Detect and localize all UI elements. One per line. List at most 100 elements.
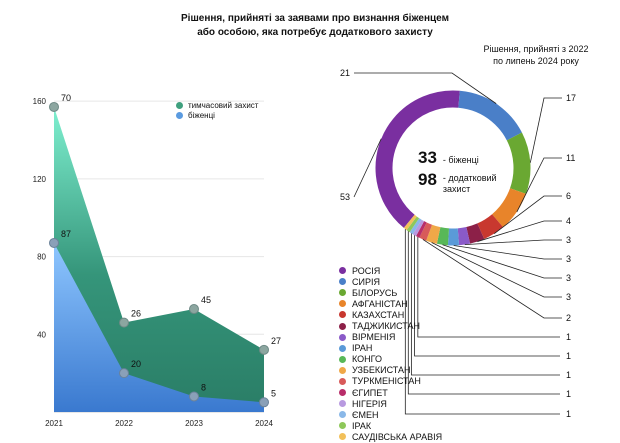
legend-label: біженці bbox=[188, 110, 215, 120]
series-area-refugees bbox=[54, 242, 264, 412]
data-label: 17 bbox=[566, 93, 576, 103]
leader-line bbox=[453, 245, 562, 260]
leader-line bbox=[414, 235, 560, 357]
pie-legend-item: ТУРКМЕНІСТАН bbox=[339, 376, 442, 387]
pie-legend-label: АФГАНІСТАН bbox=[352, 298, 408, 309]
pie-legend-label: РОСІЯ bbox=[352, 265, 381, 276]
legend-marker-icon bbox=[176, 101, 183, 109]
point-temporary bbox=[49, 101, 59, 112]
data-label: 1 bbox=[566, 370, 571, 380]
pie-legend-item: БІЛОРУСЬ bbox=[339, 287, 442, 298]
data-label-temporary: 45 bbox=[201, 295, 211, 305]
legend-marker-icon bbox=[339, 389, 346, 397]
point-refugees bbox=[259, 397, 269, 408]
leader-line bbox=[353, 138, 382, 198]
pie-legend-label: ЄМЕН bbox=[352, 409, 379, 420]
leader-line bbox=[410, 233, 560, 376]
pie-legend-label: САУДІВСЬКА АРАВІЯ bbox=[352, 431, 443, 442]
center-refugees: 33 - біженці bbox=[418, 148, 479, 168]
legend-marker-icon bbox=[339, 267, 346, 275]
donut-slice bbox=[375, 90, 531, 246]
point-temporary bbox=[259, 344, 269, 355]
legend-marker-icon bbox=[339, 433, 346, 441]
legend-marker-icon bbox=[339, 289, 346, 297]
pie-legend-label: СИРІЯ bbox=[352, 276, 380, 287]
data-label: 1 bbox=[566, 409, 571, 419]
pie-legend-label: БІЛОРУСЬ bbox=[352, 287, 398, 298]
legend-marker-icon bbox=[339, 411, 346, 419]
pie-legend-item: РОСІЯ bbox=[339, 265, 442, 276]
y-tick-label: 160 bbox=[33, 97, 47, 106]
leader-line bbox=[442, 244, 562, 279]
data-label-temporary: 27 bbox=[271, 336, 281, 346]
data-label: 21 bbox=[340, 68, 350, 78]
x-tick-label: 2021 bbox=[45, 419, 63, 428]
data-label: 3 bbox=[566, 273, 571, 283]
pie-legend-label: ТАДЖИКИСТАН bbox=[352, 321, 420, 332]
leader-line bbox=[477, 220, 562, 242]
data-label: 11 bbox=[566, 153, 575, 163]
legend-marker-icon bbox=[339, 311, 346, 319]
pie-legend-item: АФГАНІСТАН bbox=[339, 298, 442, 309]
x-tick-label: 2024 bbox=[255, 419, 273, 428]
data-label: 3 bbox=[566, 235, 571, 245]
pie-legend-item: ЄМЕН bbox=[339, 409, 442, 420]
legend-label: тимчасовий захист bbox=[188, 100, 259, 110]
pie-legend-item: КАЗАХСТАН bbox=[339, 309, 442, 320]
legend-marker-icon bbox=[339, 377, 346, 385]
point-refugees bbox=[119, 368, 129, 379]
legend-marker-icon bbox=[339, 400, 346, 408]
data-label: 1 bbox=[566, 332, 571, 342]
pie-legend-item: ТАДЖИКИСТАН bbox=[339, 320, 442, 331]
center-additional: 98 - додатковий захист bbox=[418, 170, 497, 195]
data-label-refugees: 5 bbox=[271, 388, 276, 398]
chart-title: Рішення, прийняті за заявами про визнанн… bbox=[150, 12, 480, 40]
pie-legend-label: ВІРМЕНІЯ bbox=[352, 332, 396, 343]
leader-line bbox=[407, 231, 560, 395]
donut-subtitle-line-2: по липень 2024 року bbox=[493, 56, 579, 66]
center-additional-label: - додатковий захист bbox=[443, 173, 497, 195]
data-label: 1 bbox=[566, 351, 571, 361]
leader-line bbox=[417, 237, 560, 338]
donut-slice bbox=[375, 90, 531, 246]
leader-line bbox=[404, 229, 560, 415]
pie-legend-item: ЄГИПЕТ bbox=[339, 387, 442, 398]
area-legend: тимчасовий захист біженці bbox=[176, 100, 258, 120]
pie-legend-item: САУДІВСЬКА АРАВІЯ bbox=[339, 431, 442, 442]
pie-legend-item: ВІРМЕНІЯ bbox=[339, 332, 442, 343]
pie-legend-label: ТУРКМЕНІСТАН bbox=[352, 376, 421, 387]
legend-marker-icon bbox=[339, 322, 346, 330]
pie-legend-item: НІГЕРІЯ bbox=[339, 398, 442, 409]
donut-slice bbox=[375, 90, 531, 246]
legend-marker-icon bbox=[339, 300, 346, 308]
data-label-temporary: 26 bbox=[131, 309, 141, 319]
leader-line bbox=[516, 157, 562, 213]
pie-legend: РОСІЯ СИРІЯ БІЛОРУСЬ АФГАНІСТАН КАЗАХСТАН ТАД… bbox=[339, 265, 442, 443]
pie-legend-item: УЗБЕКИСТАН bbox=[339, 365, 442, 376]
legend-item-refugees: біженці bbox=[176, 110, 258, 120]
data-label: 6 bbox=[566, 191, 571, 201]
leader-line bbox=[529, 97, 562, 163]
data-label-temporary: 70 bbox=[61, 93, 71, 103]
x-tick-label: 2022 bbox=[115, 419, 133, 428]
pie-legend-item: ІРАН bbox=[339, 343, 442, 354]
leader-line bbox=[464, 239, 562, 245]
series-area-temporary bbox=[54, 106, 264, 412]
legend-marker-icon bbox=[339, 278, 346, 286]
data-label: 3 bbox=[566, 292, 571, 302]
y-tick-label: 120 bbox=[33, 175, 47, 184]
y-tick-label: 40 bbox=[37, 330, 46, 339]
title-line-2: або особою, яка потребує додаткового зах… bbox=[197, 27, 433, 38]
point-refugees bbox=[189, 391, 199, 402]
center-refugees-value: 33 bbox=[418, 148, 437, 167]
data-label: 4 bbox=[566, 216, 571, 226]
data-label: 1 bbox=[566, 389, 571, 399]
pie-legend-item: КОНГО bbox=[339, 354, 442, 365]
leader-line bbox=[354, 72, 497, 104]
y-tick-label: 80 bbox=[37, 253, 46, 262]
point-temporary bbox=[119, 317, 129, 328]
legend-marker-icon bbox=[339, 344, 346, 352]
legend-marker-icon bbox=[339, 333, 346, 341]
